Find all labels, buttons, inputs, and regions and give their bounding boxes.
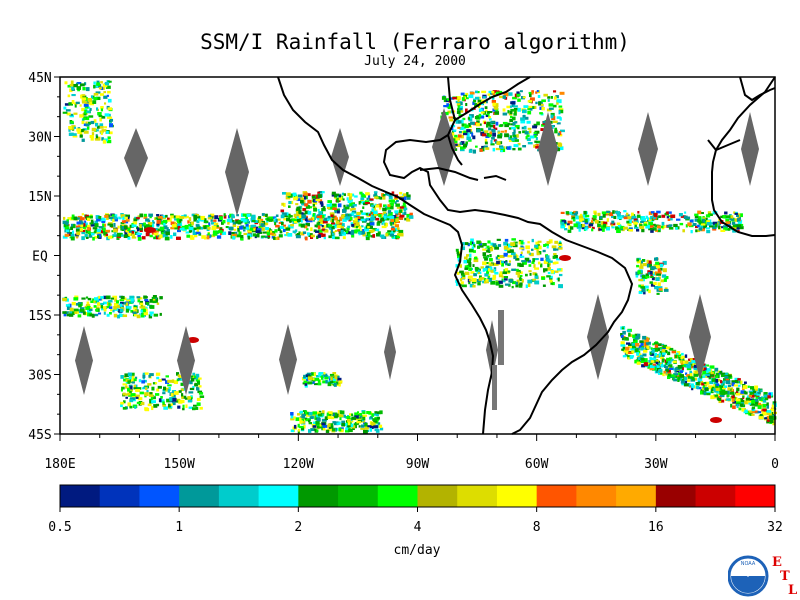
data-gap-swath	[279, 324, 297, 395]
colorbar-swatch	[139, 485, 180, 507]
coast-us-east	[454, 76, 531, 121]
colorbar-swatch	[417, 485, 458, 507]
colorbar-swatch	[457, 485, 498, 507]
map-date: July 24, 2000	[364, 54, 466, 69]
data-gap-swath	[384, 324, 396, 380]
heavy-rain-core	[710, 417, 722, 423]
coastlines	[277, 76, 776, 435]
lat-label: 30S	[28, 369, 51, 384]
lat-label: 45N	[28, 71, 51, 86]
colorbar-tick-label: 1	[175, 520, 183, 535]
longitude-axis: 180E 150W 120W 90W 60W 30W 0	[44, 434, 779, 472]
colorbar-swatch	[258, 485, 299, 507]
florida	[447, 134, 463, 166]
data-gap-swath	[587, 294, 609, 380]
data-gap-swath	[689, 294, 711, 380]
data-gap-swath	[225, 128, 249, 216]
colorbar-swatch	[338, 485, 379, 507]
lat-label: 15N	[28, 190, 51, 205]
colorbar: 0.5 1 2 4 8 16 32	[48, 484, 783, 535]
lon-label: 60W	[525, 457, 549, 472]
logo-letter-t: T	[780, 569, 790, 584]
latitude-axis: 45N 30N 15N EQ 15S 30S 45S	[28, 71, 60, 443]
colorbar-tick-label: 0.5	[48, 520, 71, 535]
colorbar-swatch	[298, 485, 339, 507]
lat-label: 30N	[28, 131, 51, 146]
lon-label: 30W	[644, 457, 668, 472]
rainfall-layer	[62, 80, 777, 434]
coast-gulf	[382, 76, 634, 435]
lon-label: 150W	[164, 457, 195, 472]
lon-label: 90W	[406, 457, 430, 472]
colorbar-tick-label: 16	[648, 520, 664, 535]
lon-label: 120W	[283, 457, 314, 472]
colorbar-swatch	[616, 485, 657, 507]
noaa-etl-logo: NOAA E T L	[728, 555, 797, 598]
heavy-rain-core	[144, 227, 156, 233]
data-gap-swath	[75, 326, 93, 395]
colorbar-swatch	[695, 485, 736, 507]
lon-label: 0	[771, 457, 779, 472]
colorbar-swatch	[496, 485, 538, 507]
lat-label: EQ	[32, 250, 48, 265]
coast-africa	[711, 76, 776, 237]
cuba	[419, 166, 479, 181]
colorbar-swatch	[179, 485, 220, 507]
map-title: SSM/I Rainfall (Ferraro algorithm)	[200, 30, 630, 54]
andes-highlands	[492, 310, 504, 410]
colorbar-swatch	[60, 485, 101, 507]
colorbar-tick-label: 8	[533, 520, 541, 535]
lat-label: 45S	[28, 428, 51, 443]
colorbar-swatch	[99, 485, 140, 507]
colorbar-swatch	[218, 485, 260, 507]
data-gap-swath	[432, 108, 456, 186]
logo-letter-l: L	[788, 583, 797, 598]
colorbar-tick-label: 4	[414, 520, 422, 535]
coast-greenland	[707, 139, 741, 152]
hispaniola	[483, 174, 507, 181]
colorbar-swatch	[536, 485, 577, 507]
lat-label: 15S	[28, 309, 51, 324]
noaa-seagull-icon: NOAA	[728, 555, 769, 597]
colorbar-unit-label: cm/day	[394, 543, 441, 558]
coast-americas-west	[277, 76, 495, 435]
colorbar-swatch	[377, 485, 418, 507]
logo-letter-e: E	[772, 555, 782, 570]
data-gap-swath	[638, 112, 658, 186]
data-gap-swath	[177, 326, 195, 395]
colorbar-swatch	[576, 485, 617, 507]
data-gap-swath	[741, 112, 759, 186]
colorbar-swatch	[655, 485, 697, 507]
coast-iberia	[739, 76, 776, 102]
colorbar-tick-label: 2	[294, 520, 302, 535]
colorbar-swatch	[735, 485, 776, 507]
heavy-rain-core	[559, 255, 571, 261]
lon-label: 180E	[44, 457, 75, 472]
data-gap-swath	[538, 112, 558, 186]
data-gap-swath	[124, 128, 148, 188]
colorbar-tick-label: 32	[767, 520, 783, 535]
noaa-text: NOAA	[741, 561, 756, 567]
